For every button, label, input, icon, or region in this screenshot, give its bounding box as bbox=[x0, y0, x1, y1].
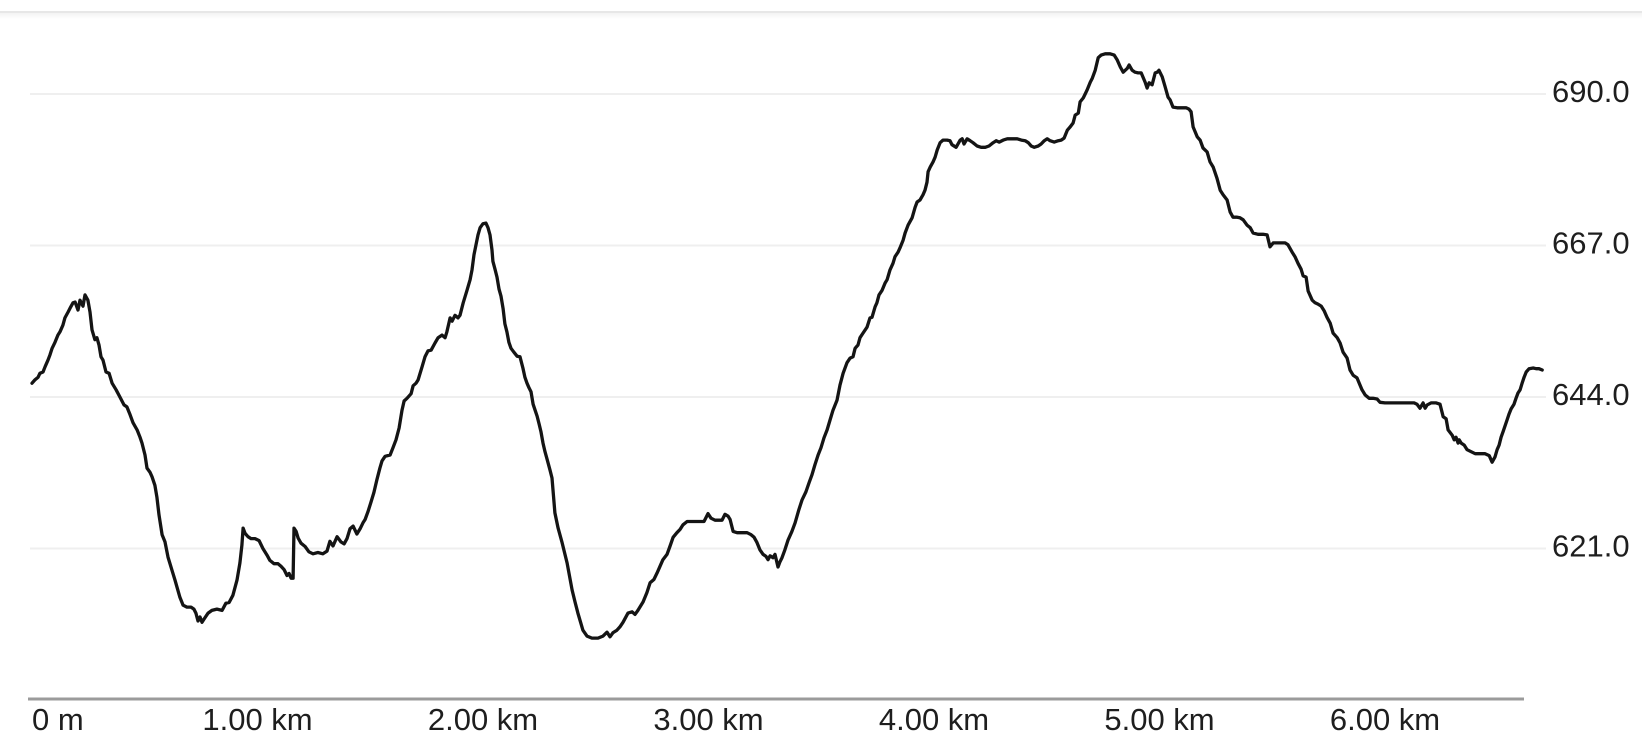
y-tick-label: 621.0 bbox=[1552, 529, 1630, 564]
x-tick-label: 6.00 km bbox=[1330, 702, 1440, 737]
x-tick-label: 4.00 km bbox=[879, 702, 989, 737]
y-tick-label: 690.0 bbox=[1552, 74, 1630, 109]
x-tick-label: 5.00 km bbox=[1104, 702, 1214, 737]
x-tick-label: 1.00 km bbox=[202, 702, 312, 737]
x-tick-label: 2.00 km bbox=[428, 702, 538, 737]
elevation-line bbox=[30, 52, 1544, 640]
y-tick-label: 667.0 bbox=[1552, 225, 1630, 260]
panel-top-shadow bbox=[0, 13, 1642, 19]
x-tick-label: 0 m bbox=[32, 702, 84, 737]
y-tick-label: 644.0 bbox=[1552, 377, 1630, 412]
panel-top-divider bbox=[0, 11, 1642, 13]
x-tick-label: 3.00 km bbox=[653, 702, 763, 737]
